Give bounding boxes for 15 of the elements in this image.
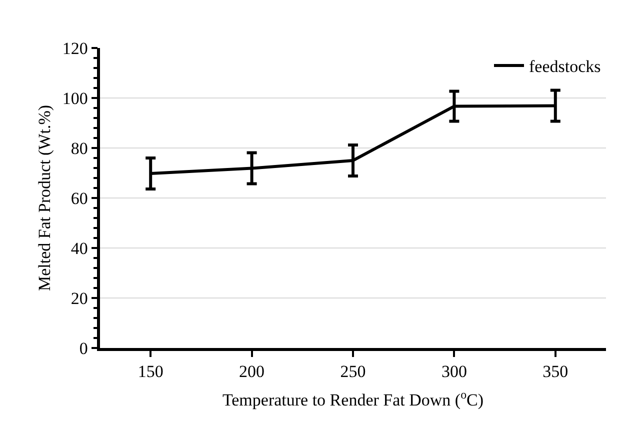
y-tick-label: 40 bbox=[70, 238, 88, 258]
y-tick-label: 20 bbox=[70, 288, 88, 308]
y-tick-label: 100 bbox=[62, 88, 88, 108]
x-tick-label: 200 bbox=[239, 362, 265, 382]
y-tick-label: 120 bbox=[62, 38, 88, 58]
legend-label: feedstocks bbox=[529, 57, 601, 76]
x-tick-label: 300 bbox=[441, 362, 467, 382]
x-tick-label: 150 bbox=[138, 362, 164, 382]
x-axis-title: Temperature to Render Fat Down ($^{o}$C) bbox=[222, 387, 484, 410]
x-tick-label: 250 bbox=[340, 362, 366, 382]
y-tick-label: 0 bbox=[79, 338, 88, 358]
y-axis-title: Melted Fat Product (Wt.%) bbox=[34, 104, 54, 292]
x-tick-label: 350 bbox=[542, 362, 568, 382]
y-tick-label: 80 bbox=[70, 138, 88, 158]
y-tick-label: 60 bbox=[70, 188, 88, 208]
